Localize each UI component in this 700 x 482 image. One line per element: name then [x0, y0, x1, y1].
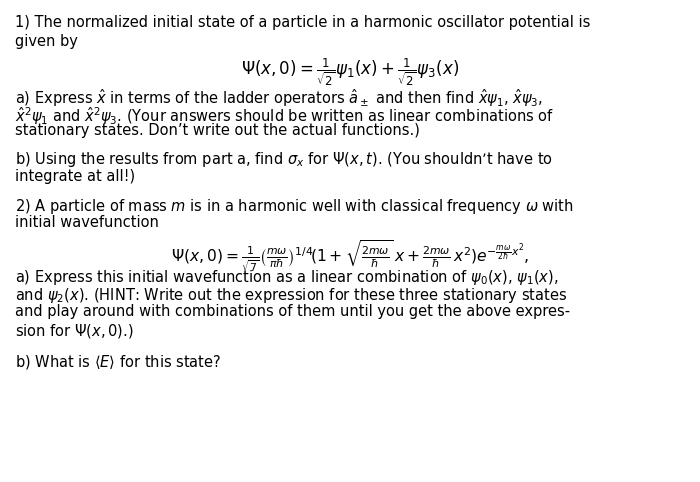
Text: 2) A particle of mass $m$ is in a harmonic well with classical frequency $\omega: 2) A particle of mass $m$ is in a harmon… — [15, 197, 574, 215]
Text: b) Using the results from part a, find $\sigma_x$ for $\Psi(x,t)$. (You shouldn’: b) Using the results from part a, find $… — [15, 150, 554, 169]
Text: a) Express $\hat{x}$ in terms of the ladder operators $\hat{a}_\pm$ and then fin: a) Express $\hat{x}$ in terms of the lad… — [15, 87, 543, 108]
Text: b) What is $\langle E\rangle$ for this state?: b) What is $\langle E\rangle$ for this s… — [15, 353, 221, 371]
Text: stationary states. Don’t write out the actual functions.): stationary states. Don’t write out the a… — [15, 123, 420, 138]
Text: $\Psi(x,0) = \frac{1}{\sqrt{7}}\left(\frac{m\omega}{\pi\hbar}\right)^{1/4}\!(1 +: $\Psi(x,0) = \frac{1}{\sqrt{7}}\left(\fr… — [171, 239, 529, 274]
Text: given by: given by — [15, 34, 78, 49]
Text: and play around with combinations of them until you get the above expres-: and play around with combinations of the… — [15, 304, 570, 319]
Text: and $\psi_2(x)$. (HINT: Write out the expression for these three stationary stat: and $\psi_2(x)$. (HINT: Write out the ex… — [15, 286, 568, 305]
Text: 1) The normalized initial state of a particle in a harmonic oscillator potential: 1) The normalized initial state of a par… — [15, 15, 591, 30]
Text: initial wavefunction: initial wavefunction — [15, 215, 160, 230]
Text: $\Psi(x,0) = \frac{1}{\sqrt{2}}\psi_1(x) + \frac{1}{\sqrt{2}}\psi_3(x)$: $\Psi(x,0) = \frac{1}{\sqrt{2}}\psi_1(x)… — [241, 57, 459, 88]
Text: sion for $\Psi(x,0)$.): sion for $\Psi(x,0)$.) — [15, 322, 134, 340]
Text: a) Express this initial wavefunction as a linear combination of $\psi_0(x)$, $\p: a) Express this initial wavefunction as … — [15, 268, 559, 286]
Text: integrate at all!): integrate at all!) — [15, 169, 136, 184]
Text: $\hat{x}^2\psi_1$ and $\hat{x}^2\psi_3$. (Your answers should be written as line: $\hat{x}^2\psi_1$ and $\hat{x}^2\psi_3$.… — [15, 105, 554, 127]
